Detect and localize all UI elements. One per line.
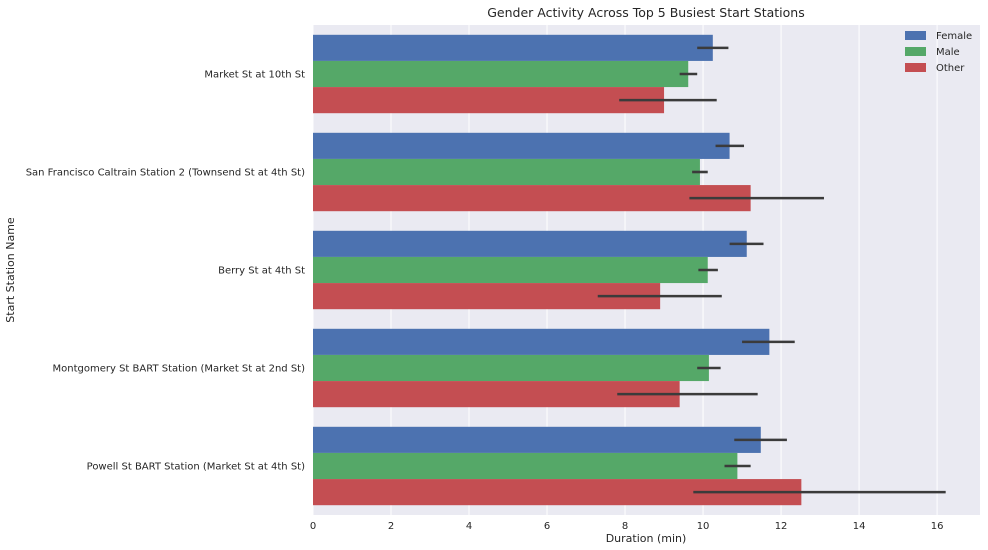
chart-title: Gender Activity Across Top 5 Busiest Sta… <box>487 5 805 20</box>
bar-male <box>313 60 689 88</box>
bar-other <box>313 185 751 212</box>
bar-female <box>313 230 747 257</box>
bar-male <box>313 452 738 480</box>
legend-label-other: Other <box>936 63 965 74</box>
x-tick-label: 4 <box>466 521 472 532</box>
legend-swatch-female <box>905 31 926 40</box>
x-tick-label: 12 <box>775 521 788 532</box>
x-tick-label: 2 <box>388 521 394 532</box>
x-axis-label: Duration (min) <box>606 532 687 545</box>
legend-swatch-other <box>905 63 926 72</box>
y-tick-label: Berry St at 4th St <box>218 266 305 277</box>
bar-female <box>313 132 730 159</box>
error-bars <box>597 46 946 494</box>
y-axis-ticks: Market St at 10th St San Francisco Caltra… <box>26 70 305 473</box>
bar-female <box>313 328 770 355</box>
y-tick-label: Market St at 10th St <box>204 70 305 81</box>
y-tick-label: Powell St BART Station (Market St at 4th… <box>87 462 305 473</box>
bar-male <box>313 158 700 186</box>
x-tick-label: 14 <box>853 521 866 532</box>
legend-label-female: Female <box>936 31 972 42</box>
legend-label-male: Male <box>936 47 960 58</box>
bars <box>313 34 802 506</box>
y-tick-label: Montgomery St BART Station (Market St at… <box>53 364 306 375</box>
y-tick-label: San Francisco Caltrain Station 2 (Townse… <box>26 168 305 179</box>
legend-swatch-male <box>905 47 926 56</box>
bar-female <box>313 34 713 61</box>
bar-male <box>313 354 709 382</box>
bar-male <box>313 256 708 284</box>
bar-female <box>313 426 761 453</box>
x-tick-label: 16 <box>931 521 944 532</box>
x-tick-label: 10 <box>697 521 710 532</box>
x-tick-label: 8 <box>622 521 628 532</box>
x-tick-label: 0 <box>310 521 316 532</box>
legend: Female Male Other <box>905 31 972 74</box>
x-tick-label: 6 <box>544 521 550 532</box>
bar-other <box>313 87 665 114</box>
x-axis-ticks: 0 2 4 6 8 10 12 14 16 <box>310 521 944 532</box>
y-axis-label: Start Station Name <box>4 217 17 323</box>
